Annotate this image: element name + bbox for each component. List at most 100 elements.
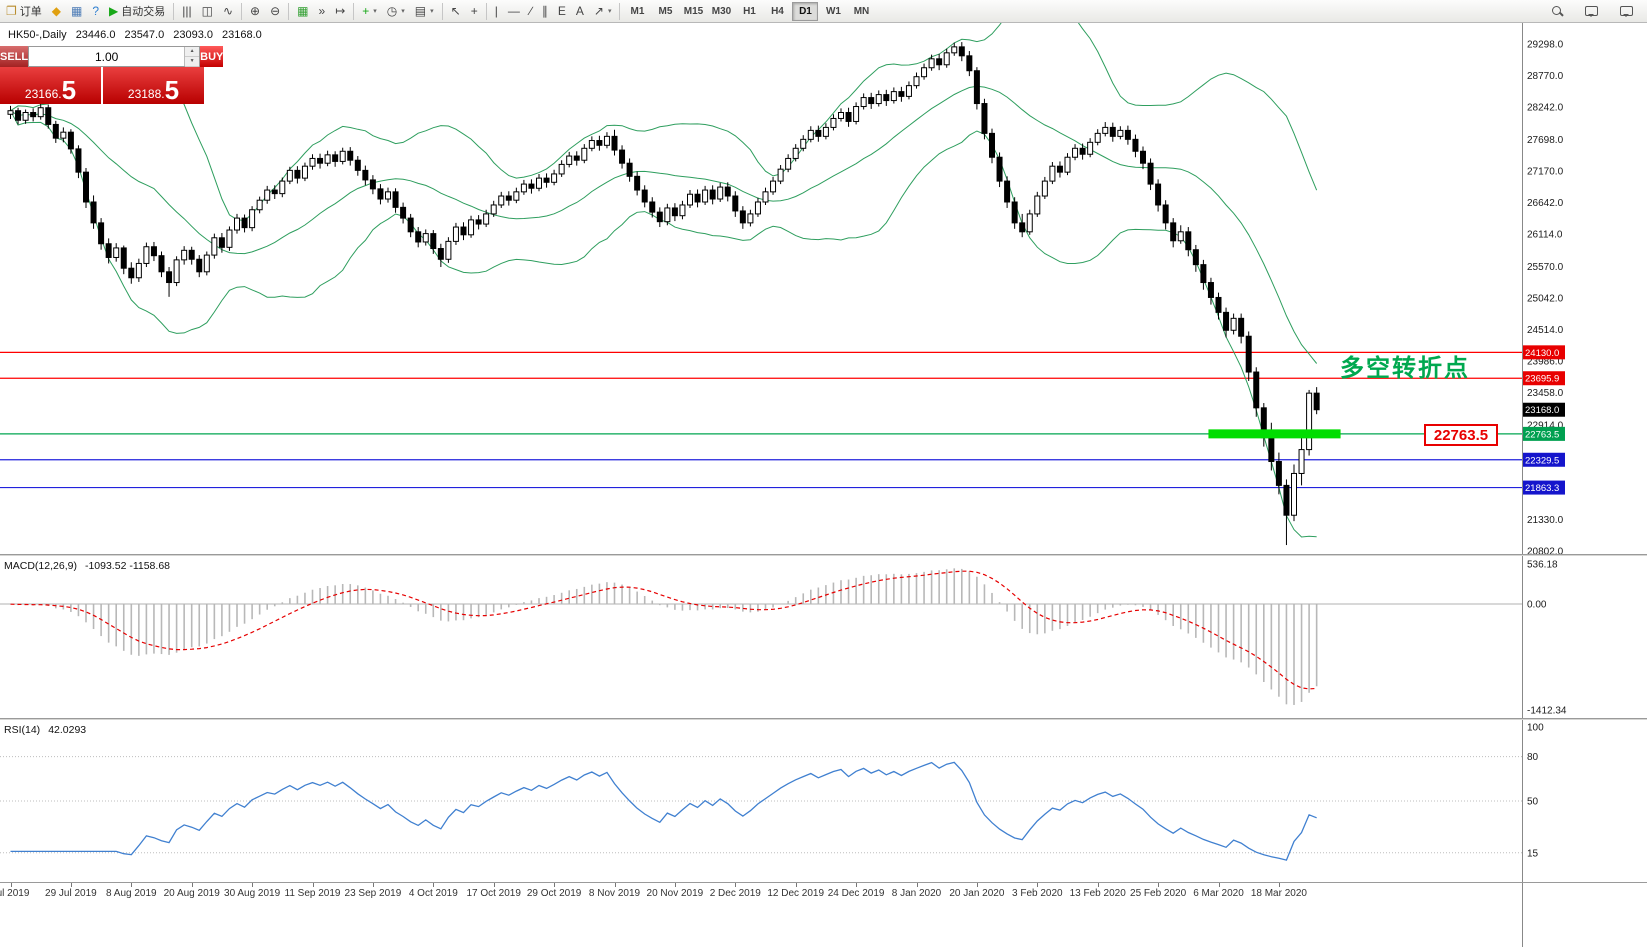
macd-chart[interactable]: 536.18 0.00 -1412.34 (0, 556, 1647, 718)
rsi-indicator-label: RSI(14) 42.0293 (4, 724, 86, 736)
date-tick (1278, 883, 1280, 887)
macd-panel: 536.18 0.00 -1412.34 MACD(12,26,9) -1093.5… (0, 556, 1647, 718)
chart-window-button[interactable]: ▦ (66, 1, 87, 22)
channel-tool[interactable]: ∥ (537, 1, 553, 22)
timeframe-h1-button[interactable]: H1 (743, 5, 756, 17)
main-chart[interactable]: 29298.0 28770.0 28242.0 27698.0 27170.0 26642… (0, 23, 1647, 554)
zoom-in-icon: ⊕ (250, 4, 261, 18)
timeframe-h4-button[interactable]: H4 (771, 5, 784, 17)
bar-chart-icon: ||| (182, 4, 192, 18)
vertical-line-icon: | (494, 4, 498, 18)
dropdown-arrow-icon[interactable]: ▾ (607, 8, 612, 15)
price-axis[interactable]: 29298.0 28770.0 28242.0 27698.0 27170.0 26642… (1522, 23, 1564, 554)
date-label: 17 Oct 2019 (466, 888, 521, 899)
candles-group[interactable] (7, 42, 1320, 546)
date-label: 20 Aug 2019 (163, 888, 220, 899)
svg-text:28242.0: 28242.0 (1527, 103, 1564, 114)
date-tick (1037, 883, 1039, 887)
price-tags: 24130.0 23695.9 23168.0 22763.5 22329.5 21863… (1523, 345, 1565, 495)
zoom-in-button[interactable]: ⊕ (245, 1, 265, 22)
svg-text:25570.0: 25570.0 (1527, 262, 1564, 273)
zoom-out-button[interactable]: ⊖ (265, 1, 285, 22)
periods-button[interactable]: ◷ ▾ (382, 1, 410, 22)
panel-divider-1[interactable] (0, 554, 1647, 556)
timeframe-m30-button[interactable]: M30 (711, 5, 732, 17)
volume-down-button[interactable]: ▼ (185, 57, 200, 67)
new-order-icon: ❐ (6, 4, 17, 18)
line-chart-button[interactable]: ∿ (218, 1, 238, 22)
dropdown-arrow-icon[interactable]: ▾ (430, 8, 434, 15)
dropdown-arrow-icon[interactable]: ▾ (373, 8, 377, 15)
rsi-label: RSI(14) (4, 724, 41, 736)
text-tool[interactable]: A (571, 1, 589, 22)
svg-text:27170.0: 27170.0 (1527, 166, 1564, 177)
help-button[interactable]: ? (87, 1, 104, 22)
fibonacci-tool[interactable]: E (553, 1, 571, 22)
macd-histogram[interactable] (11, 568, 1318, 705)
volume-up-button[interactable]: ▲ (185, 47, 200, 57)
timeframe-m5-button[interactable]: M5 (658, 5, 673, 17)
vertical-line-tool[interactable]: | (490, 1, 503, 22)
trendline-tool[interactable]: ∕ (525, 1, 537, 22)
bollinger-bands[interactable] (10, 23, 1318, 538)
buy-price-display[interactable]: 23188. 5 (103, 67, 204, 104)
timeframe-w1-button[interactable]: W1 (825, 5, 841, 17)
templates-button[interactable]: ▤ ▾ (410, 1, 439, 22)
support-highlight-bar[interactable] (1208, 429, 1341, 439)
auto-scroll-button[interactable]: » (314, 1, 331, 22)
date-tick (674, 883, 676, 887)
price-tag-21863.3 (1523, 480, 1565, 495)
new-order-button[interactable]: ❐ 订单 (1, 1, 47, 22)
notifications-button[interactable] (1615, 1, 1638, 22)
toolbar-separator (441, 2, 443, 20)
svg-text:22914.0: 22914.0 (1527, 420, 1564, 431)
rsi-chart[interactable]: 100 80 50 15 (0, 720, 1647, 882)
chat-button[interactable] (1580, 1, 1603, 22)
autotrading-button[interactable]: ▶ 自动交易 (104, 1, 170, 22)
macd-signal-line[interactable] (10, 570, 1317, 690)
timeframe-m15-button[interactable]: M15 (683, 5, 704, 17)
search-button[interactable] (1547, 1, 1568, 22)
chart-shift-icon: ↦ (335, 4, 346, 18)
date-label: 8 Jan 2020 (891, 888, 942, 899)
support-price-label[interactable]: 22763.5 (1424, 424, 1498, 446)
autotrading-button-label: 自动交易 (121, 6, 166, 18)
trendline-icon: ∕ (529, 4, 532, 18)
date-label: Jul 2019 (0, 888, 30, 899)
svg-text:23986.0: 23986.0 (1527, 356, 1564, 367)
date-tick (614, 883, 616, 887)
grid-button[interactable]: ▦ (292, 1, 313, 22)
timeframe-d1-button[interactable]: D1 (792, 1, 819, 21)
buy-button[interactable]: BUY (200, 46, 224, 67)
date-tick (433, 883, 435, 887)
autotrading-icon: ▶ (109, 4, 119, 18)
cursor-button[interactable]: ↖ (446, 1, 466, 22)
periods-icon: ◷ (386, 4, 398, 18)
rsi-line[interactable] (10, 761, 1317, 861)
market-watch-button[interactable]: ◆ (47, 1, 66, 22)
timeframe-mn-button[interactable]: MN (853, 5, 870, 17)
candlestick-chart-button[interactable]: ◫ (197, 1, 218, 22)
sell-button[interactable]: SELL (0, 46, 29, 67)
date-tick (372, 883, 374, 887)
crosshair-button[interactable]: + (466, 1, 483, 22)
panel-divider-2[interactable] (0, 718, 1647, 720)
date-label: 25 Feb 2020 (1130, 888, 1187, 899)
timeframe-m1-button[interactable]: M1 (630, 5, 645, 17)
arrows-tool[interactable]: ↗ ▾ (589, 1, 617, 22)
toolbar-separator (173, 2, 175, 20)
bar-chart-button[interactable]: ||| (177, 1, 196, 22)
chart-annotation-text[interactable]: 多空转折点 (1340, 355, 1470, 382)
toolbar-separator (288, 2, 290, 20)
date-label: 30 Aug 2019 (224, 888, 281, 899)
time-axis[interactable]: Jul 2019 29 Jul 2019 8 Aug 2019 20 Aug 2019… (0, 882, 1647, 947)
volume-input[interactable] (29, 47, 185, 66)
chart-shift-button[interactable]: ↦ (330, 1, 350, 22)
dropdown-arrow-icon[interactable]: ▾ (401, 8, 405, 15)
sell-price-display[interactable]: 23166. 5 (0, 67, 103, 104)
indicators-button[interactable]: + ▾ (357, 1, 382, 22)
horizontal-line-tool[interactable]: — (503, 1, 525, 22)
new-order-button-label: 订单 (19, 6, 42, 18)
svg-text:21330.0: 21330.0 (1527, 515, 1564, 526)
macd-axis-label: -1412.34 (1527, 706, 1567, 717)
